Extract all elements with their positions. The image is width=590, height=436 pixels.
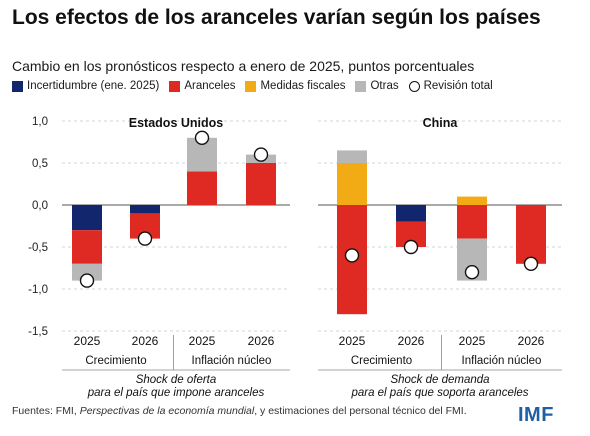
legend-label: Incertidumbre (ene. 2025) (27, 80, 160, 92)
x-tick-label: 2025 (74, 334, 101, 348)
bar-segment (187, 171, 217, 205)
y-tick-label: -1,0 (28, 284, 48, 296)
chart-title: Los efectos de los aranceles varían segú… (12, 6, 541, 29)
legend-item: Medidas fiscales (245, 80, 345, 92)
legend-swatch (245, 80, 257, 92)
bar-segment (72, 263, 102, 281)
panel-caption-line1: Shock de oferta (136, 374, 217, 386)
total-marker (194, 130, 210, 146)
total-marker (523, 256, 539, 271)
x-tick-label: 2026 (398, 334, 425, 348)
total-marker (137, 231, 153, 246)
x-tick-label: 2026 (132, 334, 159, 348)
chart-subtitle: Cambio en los pronósticos respecto a ene… (12, 58, 475, 74)
total-marker (253, 147, 269, 162)
y-tick-label: -1,5 (28, 326, 48, 338)
source-note: Fuentes: FMI, Perspectivas de la economí… (12, 405, 467, 417)
y-tick-label: 1,0 (32, 116, 48, 128)
panel-caption-line2: para el país que soporta aranceles (350, 387, 528, 399)
group-label: Inflación núcleo (462, 355, 542, 367)
total-marker (464, 265, 480, 280)
x-tick-label: 2026 (248, 334, 275, 348)
panel-title: Estados Unidos (129, 116, 224, 130)
bar-segment (516, 205, 546, 264)
bar-segment (457, 196, 487, 205)
legend-item: Aranceles (169, 80, 235, 92)
y-tick-label: 0,5 (32, 158, 48, 170)
legend-swatch (408, 80, 420, 92)
legend-item: Otras (355, 80, 399, 92)
group-label: Crecimiento (351, 355, 412, 367)
legend-label: Otras (370, 80, 399, 92)
x-tick-label: 2025 (459, 334, 486, 348)
legend-swatch (355, 80, 367, 92)
legend-swatch (169, 80, 181, 92)
group-label: Inflación núcleo (192, 355, 272, 367)
panel-caption-line2: para el país que impone aranceles (87, 387, 265, 399)
x-tick-label: 2025 (339, 334, 366, 348)
chart-area: 1,0 0,5 0,0 -0,5 -1,0 -1,5 Estados Unidos 2025 2… (28, 116, 562, 399)
y-tick-label: 0,0 (32, 200, 48, 212)
panel-caption-line1: Shock de demanda (390, 374, 489, 386)
y-tick-label: -0,5 (28, 242, 48, 254)
bar-segment (72, 205, 102, 231)
group-label: Crecimiento (85, 355, 146, 367)
legend-swatch (12, 80, 23, 92)
bar-segment (130, 205, 160, 214)
total-marker (403, 239, 419, 255)
legend-label: Medidas fiscales (260, 80, 346, 92)
bar-segment (457, 205, 487, 239)
x-tick-label: 2025 (189, 334, 216, 348)
imf-logo: IMF (518, 404, 554, 426)
bar-segment (246, 163, 276, 205)
total-marker (79, 273, 95, 288)
legend: Incertidumbre (ene. 2025) Aranceles Medida… (12, 80, 503, 92)
legend-item: Incertidumbre (ene. 2025) (12, 80, 159, 92)
bar-segment (72, 230, 102, 264)
x-tick-label: 2026 (518, 334, 545, 348)
legend-label: Revisión total (423, 80, 493, 92)
bar-segment (396, 205, 426, 222)
total-marker (344, 248, 360, 263)
bar-segment (337, 163, 367, 205)
panel-title: China (423, 116, 459, 130)
legend-label: Aranceles (184, 80, 236, 92)
legend-item: Revisión total (408, 80, 493, 92)
bar-segment (337, 150, 367, 163)
